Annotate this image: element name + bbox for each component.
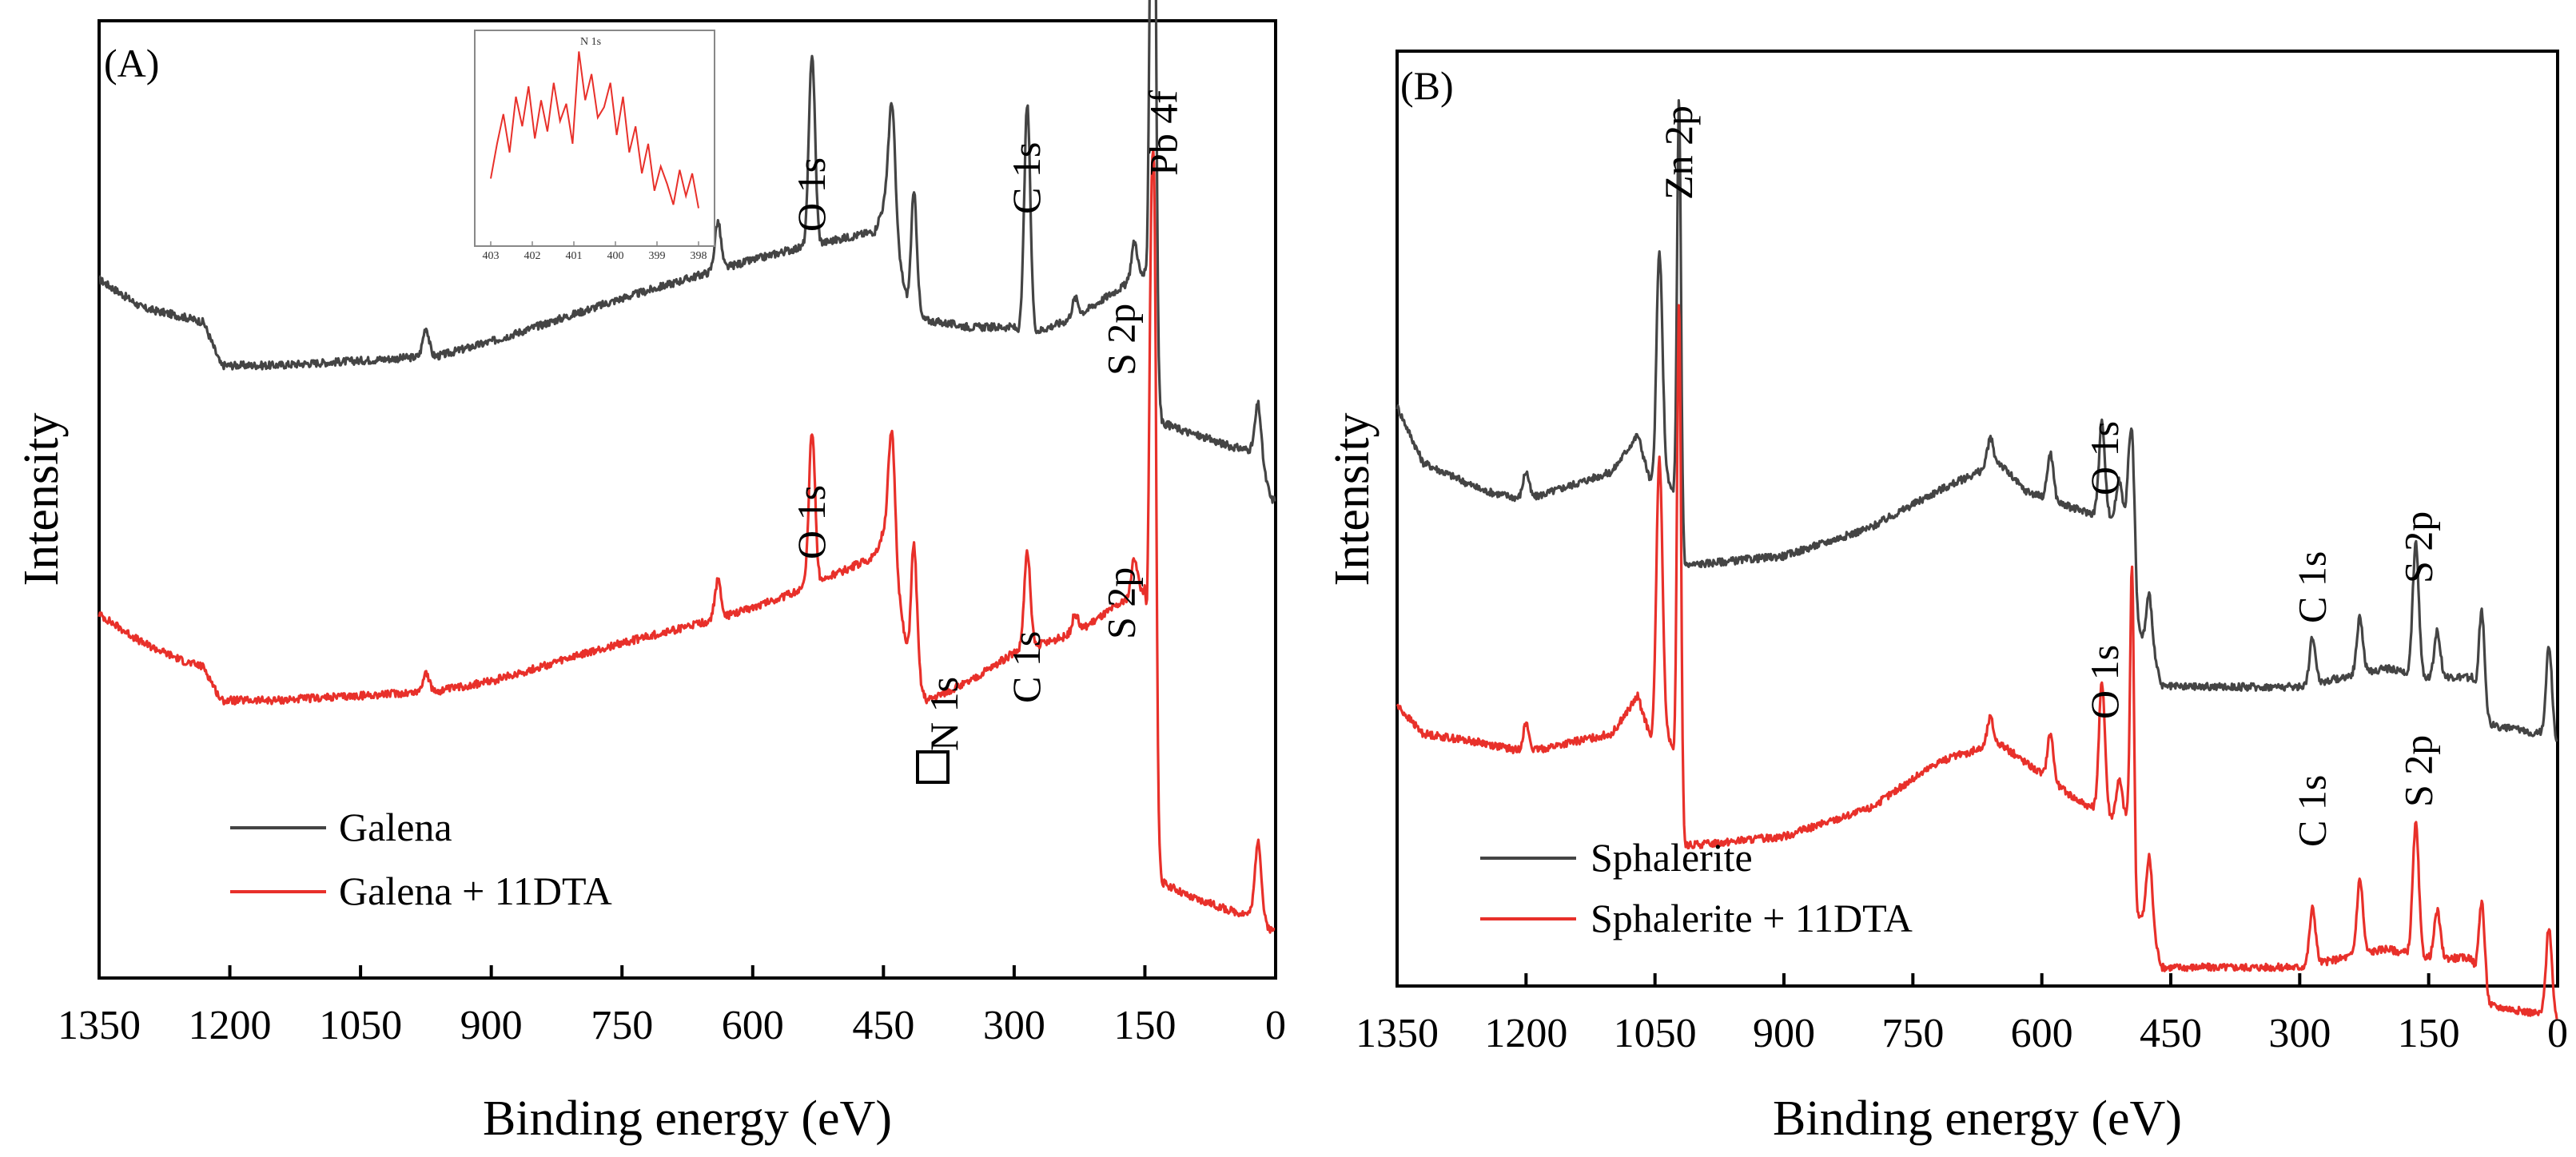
peak-label-c-1s-sphalerite-11dta: C 1s: [2289, 775, 2334, 847]
inset-x-ticks: 403 402 401 400 399 398: [483, 241, 707, 262]
series-galena-11dta: [98, 149, 1276, 934]
x-tick-label-600: 600: [722, 1003, 784, 1048]
x-tick-label-750: 750: [591, 1003, 653, 1048]
x-tick-label-450: 450: [2140, 1011, 2202, 1056]
panel-b: (B) 1350 1200 1050 900 750 600 450 300 150 0 Zn 2…: [1325, 50, 2568, 1146]
x-tick-label-1050: 1050: [1614, 1011, 1697, 1056]
peak-label-n-1s-galena-11dta: N 1s: [922, 677, 966, 751]
panel-a-x-ticks: 1350 1200 1050 900 750 600 450 300 150 0: [58, 965, 1286, 1048]
legend-label-galena-11dta: Galena + 11DTA: [339, 869, 612, 913]
x-tick-label-900: 900: [460, 1003, 523, 1048]
panel-a-peak-labels: O 1s C 1s S 2p Pb 4f O 1s N 1s C 1s S 2p: [789, 90, 1186, 751]
x-tick-label-750: 750: [1881, 1011, 1944, 1056]
legend-label-sphalerite: Sphalerite: [1591, 835, 1753, 880]
panel-b-y-title: Intensity: [1325, 413, 1380, 586]
panel-b-x-title: Binding energy (eV): [1773, 1091, 2182, 1146]
inset-tick-label-403: 403: [483, 250, 500, 262]
peak-label-o-1s-galena-11dta: O 1s: [789, 485, 834, 559]
inset-tick-label-401: 401: [566, 250, 583, 262]
legend-label-sphalerite-11dta: Sphalerite + 11DTA: [1591, 896, 1913, 940]
panel-a-legend: Galena Galena + 11DTA: [230, 805, 612, 913]
legend-label-galena: Galena: [339, 805, 452, 849]
inset-spectrum-line: [490, 51, 699, 209]
x-tick-label-450: 450: [852, 1003, 914, 1048]
x-tick-label-150: 150: [1113, 1003, 1176, 1048]
peak-label-s-2p-sphalerite: S 2p: [2396, 511, 2441, 583]
peak-label-s-2p-galena: S 2p: [1098, 304, 1143, 376]
n1s-marker-box: [916, 750, 950, 784]
peak-label-s-2p-sphalerite-11dta: S 2p: [2396, 735, 2441, 807]
series-sphalerite: [1395, 98, 2558, 742]
series-galena: [98, 0, 1276, 504]
panel-b-peak-labels: Zn 2p O 1s C 1s S 2p O 1s C 1s S 2p: [1656, 105, 2441, 847]
peak-label-c-1s-galena-11dta: C 1s: [1004, 631, 1049, 703]
panel-a-series: [98, 0, 1276, 934]
x-tick-label-1350: 1350: [1356, 1011, 1439, 1056]
x-tick-label-600: 600: [2011, 1011, 2073, 1056]
panel-b-frame: [1395, 50, 2559, 988]
x-tick-label-0: 0: [1265, 1003, 1286, 1048]
n1s-inset: N 1s 403 402 401 400 399 398: [474, 30, 715, 262]
panel-a-x-title: Binding energy (eV): [483, 1091, 892, 1146]
x-tick-label-1350: 1350: [58, 1003, 141, 1048]
panel-b-label: (B): [1400, 63, 1454, 108]
inset-title: N 1s: [580, 36, 601, 48]
x-tick-label-1200: 1200: [1484, 1011, 1567, 1056]
panel-a-label: (A): [104, 41, 159, 85]
peak-label-o-1s-sphalerite: O 1s: [2082, 421, 2127, 495]
x-tick-label-300: 300: [983, 1003, 1045, 1048]
inset-frame: [474, 30, 715, 247]
x-tick-label-150: 150: [2398, 1011, 2460, 1056]
panel-b-series: [1395, 98, 2558, 1020]
inset-tick-label-398: 398: [691, 250, 707, 262]
series-sphalerite-11dta: [1395, 304, 2558, 1020]
inset-tick-label-399: 399: [649, 250, 666, 262]
peak-label-o-1s-galena: O 1s: [789, 157, 834, 232]
panel-b-legend: Sphalerite Sphalerite + 11DTA: [1480, 835, 1913, 940]
x-tick-label-900: 900: [1753, 1011, 1815, 1056]
peak-label-c-1s-galena: C 1s: [1004, 142, 1049, 214]
peak-label-pb-4f-galena: Pb 4f: [1141, 90, 1185, 176]
inset-tick-label-400: 400: [607, 250, 624, 262]
x-tick-label-300: 300: [2268, 1011, 2331, 1056]
inset-tick-label-402: 402: [524, 250, 541, 262]
panel-a-y-title: Intensity: [14, 413, 69, 586]
x-tick-label-1050: 1050: [319, 1003, 402, 1048]
peak-label-zn-2p-sphalerite: Zn 2p: [1656, 105, 1701, 200]
panel-b-x-ticks: 1350 1200 1050 900 750 600 450 300 150 0: [1356, 973, 2568, 1056]
peak-label-o-1s-sphalerite-11dta: O 1s: [2082, 645, 2127, 719]
peak-label-s-2p-galena-11dta: S 2p: [1098, 567, 1143, 639]
peak-label-c-1s-sphalerite: C 1s: [2289, 551, 2334, 623]
panel-a: (A) 1350 1200 1050 900 750 600 450 300 150 0 O 1s…: [14, 0, 1286, 1146]
x-tick-label-1200: 1200: [189, 1003, 272, 1048]
